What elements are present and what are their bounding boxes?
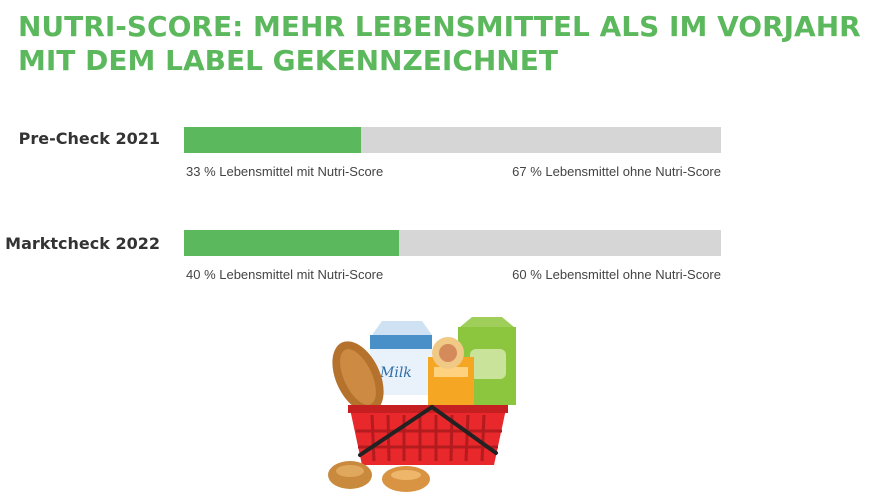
caption-with-nutri-score-2021: 33 % Lebensmittel mit Nutri-Score [186, 164, 384, 179]
bar-track-marktcheck-2022 [184, 230, 721, 256]
caption-without-nutri-score-2021: 67 % Lebensmittel ohne Nutri-Score [512, 164, 721, 179]
row-label-pre-check-2021: Pre-Check 2021 [18, 129, 160, 148]
bar-track-pre-check-2021 [184, 127, 721, 153]
chart-title: NUTRI-SCORE: MEHR LEBENSMITTEL ALS IM VO… [18, 10, 861, 78]
bar-fill-marktcheck-2022 [184, 230, 399, 256]
chart-title-line-2: MIT DEM LABEL GEKENNZEICHNET [18, 44, 558, 77]
caption-without-nutri-score-2022: 60 % Lebensmittel ohne Nutri-Score [512, 267, 721, 282]
shopping-basket-icon: Milk [328, 317, 516, 492]
bar-fill-pre-check-2021 [184, 127, 362, 153]
bread-roll-icon [328, 461, 430, 492]
bread-icon [332, 341, 384, 413]
milk-label: Milk [379, 365, 412, 381]
caption-with-nutri-score-2022: 40 % Lebensmittel mit Nutri-Score [186, 267, 384, 282]
chart-title-line-1: NUTRI-SCORE: MEHR LEBENSMITTEL ALS IM VO… [18, 10, 861, 43]
cereal-box-icon [428, 337, 474, 413]
basket-handle-icon [358, 405, 498, 457]
row-label-marktcheck-2022: Marktcheck 2022 [5, 234, 160, 253]
basket-body [348, 405, 508, 465]
